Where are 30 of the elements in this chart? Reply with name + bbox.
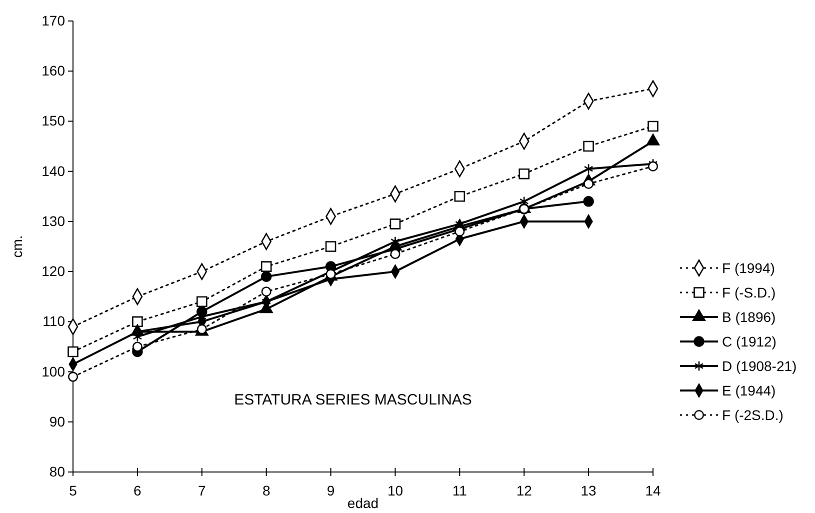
y-tick-label: 110 (42, 313, 66, 330)
legend-label: C (1912) (722, 334, 776, 350)
x-tick-label: 9 (326, 482, 335, 498)
y-tick-label: 160 (42, 62, 66, 79)
legend-label: F (1994) (722, 260, 775, 276)
y-tick-label: 80 (49, 463, 66, 480)
y-tick-label: 150 (42, 112, 66, 129)
y-tick-label: 170 (42, 12, 66, 28)
y-tick-label: 120 (42, 263, 66, 280)
legend-label: F (-S.D.) (722, 284, 776, 300)
y-axis-title: cm. (9, 235, 25, 258)
x-tick-label: 12 (516, 482, 532, 498)
x-axis-title: edad (347, 495, 379, 511)
x-tick-label: 8 (262, 482, 270, 498)
x-tick-label: 14 (645, 482, 661, 498)
x-tick-label: 6 (134, 482, 142, 498)
y-tick-label: 130 (42, 212, 66, 229)
y-tick-label: 100 (42, 363, 66, 380)
y-tick-label: 90 (49, 413, 66, 430)
x-tick-label: 11 (452, 482, 468, 498)
y-tick-label: 140 (42, 162, 66, 179)
x-tick-label: 7 (198, 482, 206, 498)
legend-label: E (1944) (722, 382, 776, 398)
legend-label: B (1896) (722, 309, 776, 325)
x-tick-label: 13 (580, 482, 597, 498)
text: ESTATURA SERIES MASCULINAS (234, 391, 472, 408)
legend-label: D (1908-21) (722, 358, 797, 374)
legend-label: F (-2S.D.) (722, 407, 784, 423)
x-tick-label: 5 (69, 482, 78, 498)
x-tick-label: 10 (387, 482, 404, 498)
